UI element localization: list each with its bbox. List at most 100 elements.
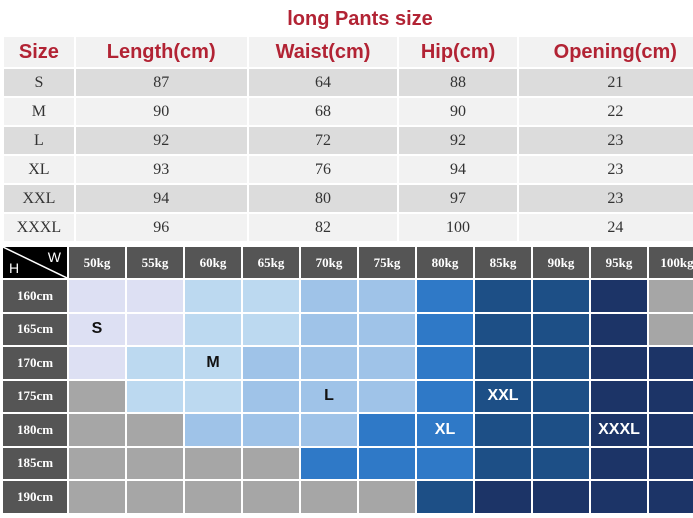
table-row: XL 93 76 94 23: [4, 155, 693, 185]
fit-cell: [185, 313, 241, 345]
fit-cell: [475, 447, 531, 479]
column-header: Size: [4, 37, 76, 69]
table-row: XXL 94 80 97 23: [4, 184, 693, 214]
fit-cell: [475, 313, 531, 345]
height-header: 170cm: [3, 347, 67, 379]
fit-cell: [533, 280, 589, 312]
fit-cell: [533, 414, 589, 446]
table-cell: M: [4, 97, 76, 127]
fit-cell: [591, 380, 647, 412]
table-row: XXXL 96 82 100 24: [4, 213, 693, 243]
table-cell: 88: [398, 68, 519, 98]
fit-cell: [417, 313, 473, 345]
table-cell: XXXL: [4, 213, 76, 243]
fit-cell: [649, 447, 693, 479]
fit-cell: [185, 280, 241, 312]
table-cell: 92: [74, 126, 249, 156]
fit-cell: [301, 481, 357, 513]
fit-cell: [533, 447, 589, 479]
fit-cell: [301, 447, 357, 479]
fit-cell: [359, 280, 415, 312]
size-spec-table: Size Length(cm) Waist(cm) Hip(cm) Opening(cm…: [4, 37, 693, 243]
table-cell: 64: [247, 68, 400, 98]
fit-cell: [417, 380, 473, 412]
weight-header: 80kg: [417, 247, 473, 278]
fit-cell: [243, 280, 299, 312]
fit-cell: [243, 313, 299, 345]
height-header: 160cm: [3, 280, 67, 312]
fit-cell: M: [185, 347, 241, 379]
fit-cell: [359, 481, 415, 513]
size-label: XL: [434, 420, 456, 438]
size-label: M: [206, 353, 220, 371]
table-cell: S: [4, 68, 76, 98]
fit-cell: [417, 481, 473, 513]
fit-cell: [475, 347, 531, 379]
fit-cell: [127, 414, 183, 446]
fit-cell: [417, 280, 473, 312]
fit-cell: [243, 447, 299, 479]
fit-cell: [359, 313, 415, 345]
weight-header: 65kg: [243, 247, 299, 278]
fit-cell: [533, 481, 589, 513]
fit-cell: [591, 313, 647, 345]
fit-cell: [533, 347, 589, 379]
fit-cell: [591, 280, 647, 312]
table-cell: 94: [398, 155, 519, 185]
fit-cell: [649, 313, 693, 345]
height-axis-label: H: [9, 260, 20, 276]
fit-cell: [243, 414, 299, 446]
weight-header: 100kg: [649, 247, 693, 278]
fit-cell: [69, 481, 125, 513]
table-cell: 90: [398, 97, 519, 127]
table-cell: 24: [517, 213, 693, 243]
fit-cell: [185, 414, 241, 446]
fit-cell: [301, 280, 357, 312]
fit-cell: [533, 380, 589, 412]
table-cell: 82: [247, 213, 400, 243]
weight-header: 50kg: [69, 247, 125, 278]
table-cell: 96: [74, 213, 249, 243]
fit-cell: [359, 414, 415, 446]
fit-cell: [301, 414, 357, 446]
fit-cell: [69, 280, 125, 312]
fit-cell: [649, 481, 693, 513]
weight-header: 60kg: [185, 247, 241, 278]
table-cell: 87: [74, 68, 249, 98]
fit-cell: L: [301, 380, 357, 412]
table-cell: 93: [74, 155, 249, 185]
table-cell: 90: [74, 97, 249, 127]
table-cell: 97: [398, 184, 519, 214]
table-cell: 92: [398, 126, 519, 156]
table-cell: 23: [517, 126, 693, 156]
fit-cell: [69, 380, 125, 412]
fit-cell: [243, 347, 299, 379]
size-label: XXL: [487, 387, 519, 405]
fit-cell: [475, 481, 531, 513]
fit-cell: [301, 347, 357, 379]
chart-title: long Pants size: [287, 8, 433, 30]
table-cell: 76: [247, 155, 400, 185]
fit-cell: [127, 313, 183, 345]
table-row: M 90 68 90 22: [4, 97, 693, 127]
fit-cell: [185, 447, 241, 479]
table-cell: XL: [4, 155, 76, 185]
size-label: S: [91, 320, 103, 338]
height-header: 185cm: [3, 447, 67, 479]
fit-cell: S: [69, 313, 125, 345]
fit-cell: [185, 380, 241, 412]
column-header: Length(cm): [74, 37, 249, 69]
table-cell: 23: [517, 155, 693, 185]
table-cell: 21: [517, 68, 693, 98]
table-cell: L: [4, 126, 76, 156]
fit-cell: [185, 481, 241, 513]
table-row: S 87 64 88 21: [4, 68, 693, 98]
fit-cell: XXXL: [591, 414, 647, 446]
size-label: L: [324, 387, 334, 405]
table-cell: XXL: [4, 184, 76, 214]
weight-header: 70kg: [301, 247, 357, 278]
fit-cell: XXL: [475, 380, 531, 412]
table-row: L 92 72 92 23: [4, 126, 693, 156]
fit-cell: [243, 380, 299, 412]
fit-cell: [127, 347, 183, 379]
